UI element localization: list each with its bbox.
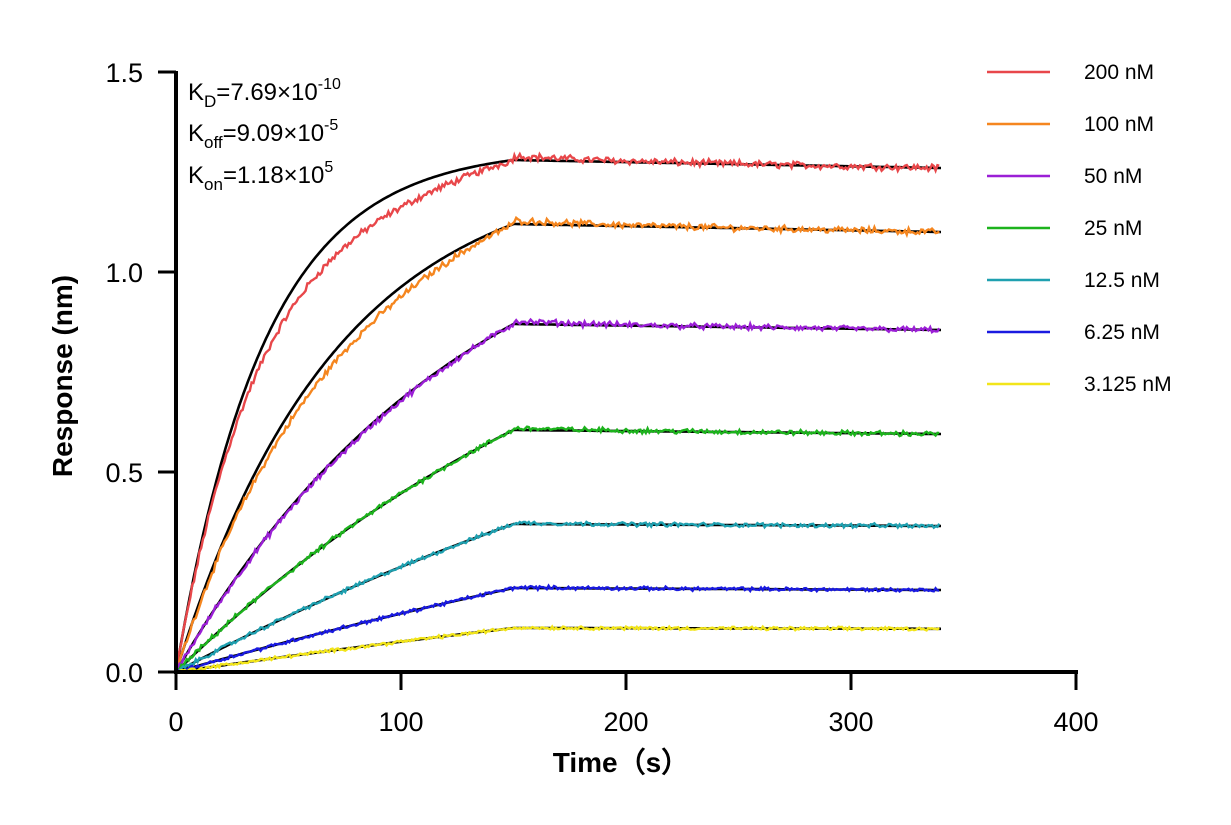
series-line xyxy=(174,215,940,674)
x-tick-label: 0 xyxy=(168,707,183,737)
x-tick-label: 300 xyxy=(828,707,873,737)
x-tick-label: 400 xyxy=(1053,707,1098,737)
fit-curve xyxy=(174,322,941,673)
kinetic-constants: KD=7.69×10-10 Koff=9.09×10-5 Kon=1.18×10… xyxy=(188,76,341,194)
series-line xyxy=(174,151,940,672)
x-ticks: 0 100 200 300 400 xyxy=(168,672,1099,737)
y-ticks: 0.0 0.5 1.0 1.5 xyxy=(105,58,176,688)
series-line xyxy=(175,624,940,675)
legend-label: 50 nM xyxy=(1084,165,1142,188)
y-tick-label: 0.5 xyxy=(105,458,143,488)
x-tick-label: 200 xyxy=(603,707,648,737)
series-line xyxy=(175,583,940,674)
y-tick-label: 0.0 xyxy=(105,658,143,688)
y-axis-title: Response (nm) xyxy=(47,275,78,477)
legend: 200 nM 100 nM 50 nM 25 nM 12.5 nM 6.25 nM 3.12… xyxy=(987,61,1172,396)
legend-label: 25 nM xyxy=(1084,217,1142,240)
y-tick-label: 1.5 xyxy=(105,58,143,88)
x-tick-label: 100 xyxy=(378,707,423,737)
koff-annotation: Koff=9.09×10-5 xyxy=(188,117,338,152)
legend-label: 6.25 nM xyxy=(1084,321,1160,344)
legend-label: 100 nM xyxy=(1084,113,1154,136)
y-tick-label: 1.0 xyxy=(105,258,143,288)
series-line xyxy=(175,520,941,674)
kon-annotation: Kon=1.18×105 xyxy=(188,159,333,194)
kd-annotation: KD=7.69×10-10 xyxy=(188,76,341,111)
series-line xyxy=(174,317,941,675)
data-curves xyxy=(174,151,941,675)
legend-label: 12.5 nM xyxy=(1084,269,1160,292)
series-line xyxy=(175,425,940,673)
legend-label: 200 nM xyxy=(1084,61,1154,84)
fit-curve xyxy=(175,428,941,673)
fit-curve xyxy=(175,626,941,674)
fit-curve xyxy=(175,522,941,674)
legend-label: 3.125 nM xyxy=(1084,373,1172,396)
x-axis-title: Time（s） xyxy=(553,746,689,778)
